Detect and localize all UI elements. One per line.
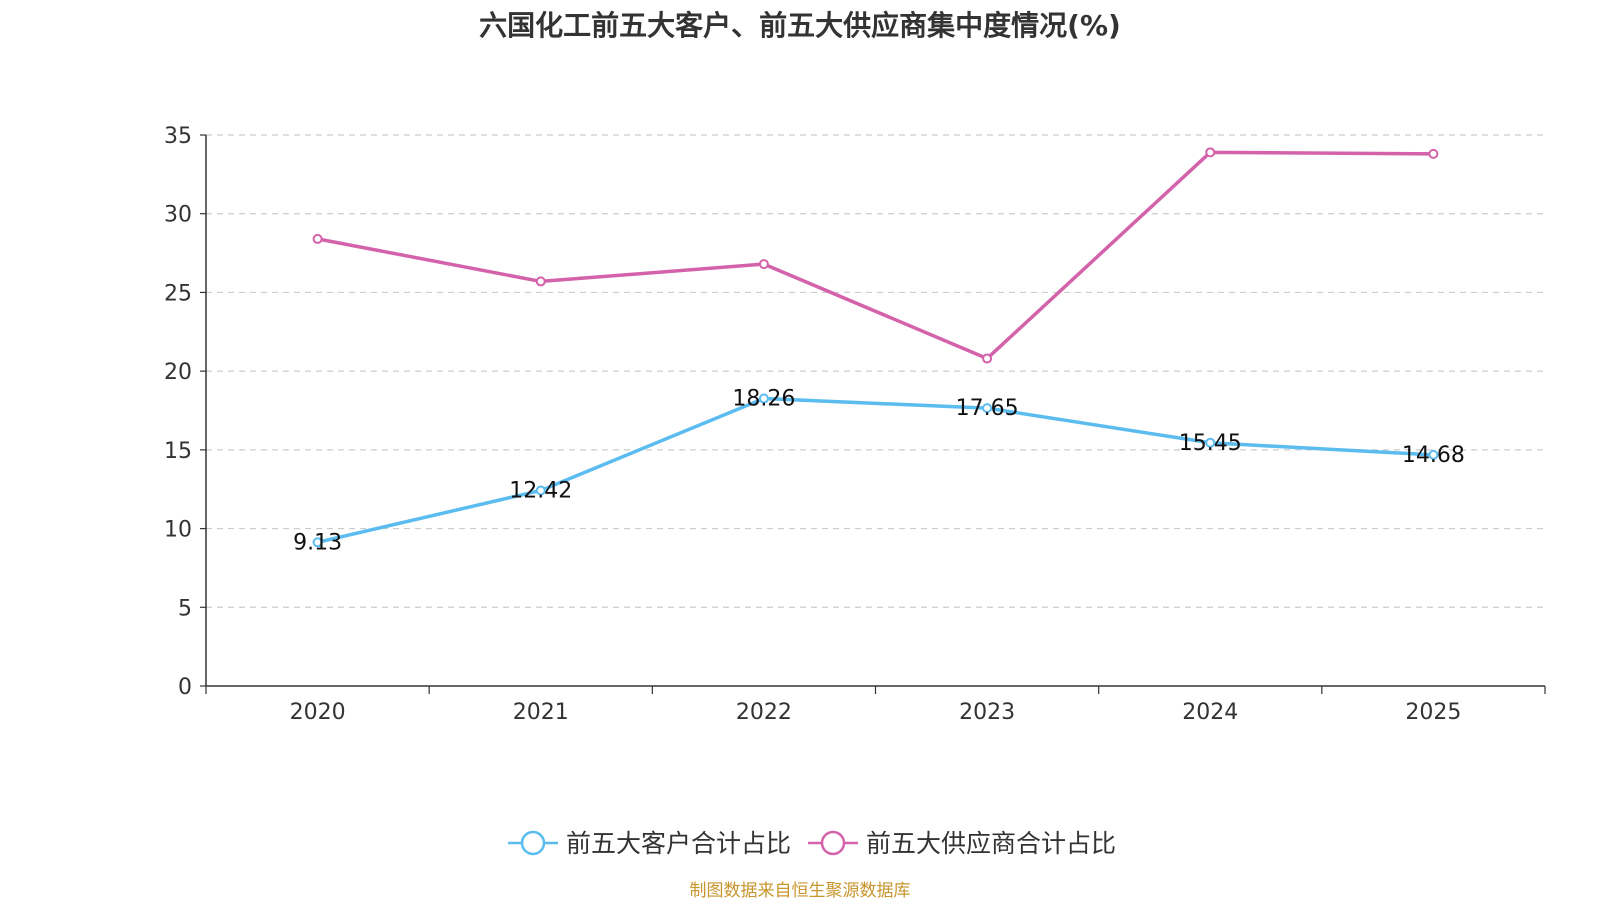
y-tick-label: 15 bbox=[164, 439, 192, 464]
data-point-s1-2024[interactable] bbox=[1205, 147, 1216, 158]
data-point-s0-2020[interactable] bbox=[312, 537, 323, 548]
data-label-2020: 9.13 bbox=[293, 530, 342, 555]
legend-item-1[interactable]: 前五大供应商合计占比 bbox=[808, 829, 1116, 858]
series-line-0 bbox=[317, 396, 1434, 544]
x-tick-label-2021: 2021 bbox=[513, 700, 569, 725]
y-tick-label: 5 bbox=[178, 596, 192, 621]
data-point-s1-2025[interactable] bbox=[1428, 148, 1439, 159]
series-lines bbox=[312, 147, 1439, 548]
data-label-2023: 17.65 bbox=[956, 396, 1019, 421]
legend-label: 前五大供应商合计占比 bbox=[866, 829, 1116, 858]
grid-lines bbox=[206, 134, 1545, 608]
y-tick-label: 25 bbox=[164, 281, 192, 306]
data-label-2024: 15.45 bbox=[1179, 431, 1242, 456]
x-tick-label-2024: 2024 bbox=[1182, 700, 1238, 725]
data-point-s0-2021[interactable] bbox=[535, 485, 546, 496]
series-line-1 bbox=[317, 150, 1434, 361]
data-point-s1-2020[interactable] bbox=[312, 233, 323, 244]
x-tick-label-2020: 2020 bbox=[290, 700, 346, 725]
x-tick-label-2023: 2023 bbox=[959, 700, 1015, 725]
source-note: 制图数据来自恒生聚源数据库 bbox=[689, 881, 911, 901]
legend-label: 前五大客户合计占比 bbox=[566, 829, 791, 858]
y-tick-label: 0 bbox=[178, 675, 192, 700]
data-point-s1-2021[interactable] bbox=[535, 276, 546, 287]
data-point-s0-2023[interactable] bbox=[982, 403, 993, 414]
data-point-s0-2025[interactable] bbox=[1428, 449, 1439, 460]
data-point-s1-2023[interactable] bbox=[982, 353, 993, 364]
y-tick-label: 35 bbox=[164, 124, 192, 149]
legend[interactable]: 前五大客户合计占比 前五大供应商合计占比 bbox=[508, 829, 1116, 858]
legend-marker-icon bbox=[520, 830, 546, 856]
data-point-s0-2024[interactable] bbox=[1205, 437, 1216, 448]
data-labels: 9.13 12.42 18.26 17.65 15.45 14.68 bbox=[293, 387, 1465, 556]
legend-marker-icon bbox=[820, 830, 846, 856]
legend-item-0[interactable]: 前五大客户合计占比 bbox=[508, 829, 791, 858]
data-label-2025: 14.68 bbox=[1402, 443, 1465, 468]
chart-title: 六国化工前五大客户、前五大供应商集中度情况(%) bbox=[479, 9, 1121, 42]
x-tick-label-2025: 2025 bbox=[1405, 700, 1461, 725]
data-point-s0-2022[interactable] bbox=[758, 393, 769, 404]
data-point-s1-2022[interactable] bbox=[758, 259, 769, 270]
x-tick-label-2022: 2022 bbox=[736, 700, 792, 725]
data-label-2021: 12.42 bbox=[509, 478, 572, 503]
y-tick-label: 20 bbox=[164, 360, 192, 385]
y-tick-label: 30 bbox=[164, 203, 192, 228]
y-tick-label: 10 bbox=[164, 518, 192, 543]
data-label-2022: 18.26 bbox=[732, 387, 795, 412]
